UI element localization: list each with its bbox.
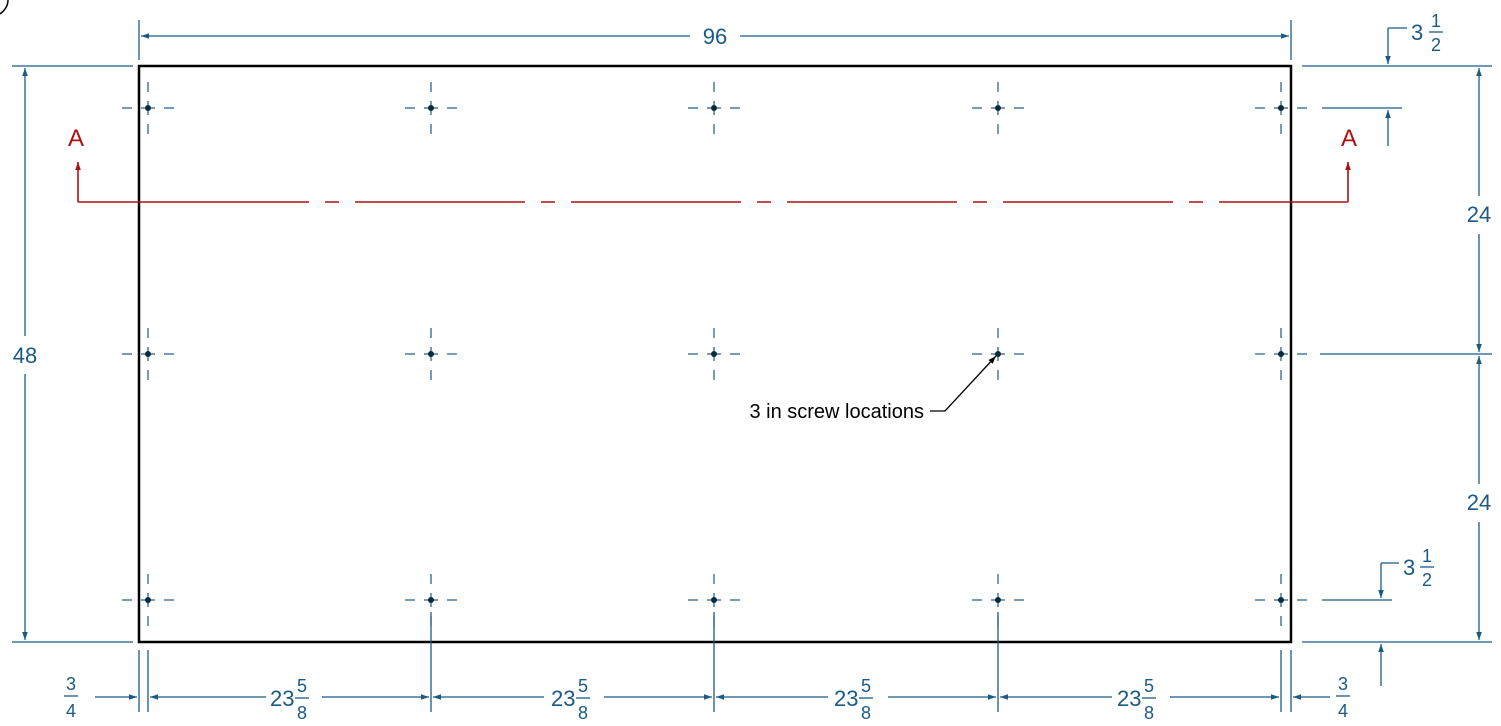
screw-location-mark	[1255, 328, 1307, 380]
screw-note: 3 in screw locations	[749, 401, 924, 423]
screw-hole	[1278, 351, 1284, 357]
vertical-spacing-lower-label: 24	[1467, 490, 1491, 515]
screw-location-mark	[1255, 574, 1307, 626]
screw-location-mark	[972, 328, 1024, 380]
left-offset-label: 3 4	[64, 674, 78, 721]
screw-location-mark	[972, 82, 1024, 134]
svg-text:8: 8	[297, 703, 307, 723]
section-line-a	[75, 162, 1351, 203]
screw-hole	[711, 597, 717, 603]
screw-location-mark	[688, 574, 740, 626]
screw-hole	[145, 351, 151, 357]
screw-location-mark	[122, 82, 174, 134]
screw-hole	[995, 105, 1001, 111]
corner-fragment	[0, 0, 9, 15]
svg-text:5: 5	[297, 676, 307, 696]
screw-location-mark	[122, 574, 174, 626]
svg-text:3: 3	[1411, 20, 1423, 45]
screw-hole	[428, 351, 434, 357]
svg-text:23: 23	[1117, 686, 1141, 711]
top-offset-label: 3 1 2	[1411, 11, 1443, 55]
bottom-offset-label: 3 1 2	[1403, 546, 1434, 590]
right-offset-label: 3 4	[1336, 674, 1350, 721]
screw-hole	[1278, 105, 1284, 111]
svg-text:3: 3	[1403, 555, 1415, 580]
section-label-left: A	[68, 125, 84, 152]
screw-location-mark	[122, 328, 174, 380]
svg-text:23: 23	[551, 686, 575, 711]
svg-text:4: 4	[66, 701, 76, 721]
svg-text:1: 1	[1422, 546, 1432, 566]
overall-width-label: 96	[703, 24, 727, 49]
svg-text:3: 3	[66, 674, 76, 694]
horizontal-spacing-label: 23 5 8	[270, 676, 309, 723]
horizontal-spacing-label: 23 5 8	[834, 676, 873, 723]
screw-location-mark	[405, 328, 457, 380]
screw-hole	[1278, 597, 1284, 603]
screw-location-mark	[688, 82, 740, 134]
horizontal-spacing-label: 23 5 8	[1117, 676, 1156, 723]
svg-text:4: 4	[1338, 701, 1348, 721]
screw-hole	[711, 351, 717, 357]
svg-text:8: 8	[861, 703, 871, 723]
svg-text:23: 23	[270, 686, 294, 711]
screw-hole	[428, 105, 434, 111]
screw-hole	[995, 351, 1001, 357]
panel-outline	[137, 64, 1293, 644]
screw-hole	[711, 105, 717, 111]
svg-text:23: 23	[834, 686, 858, 711]
svg-text:2: 2	[1422, 570, 1432, 590]
svg-text:1: 1	[1431, 11, 1441, 31]
svg-text:3: 3	[1338, 674, 1348, 694]
svg-text:5: 5	[1144, 676, 1154, 696]
horizontal-spacing-label: 23 5 8	[551, 676, 590, 723]
screw-hole	[428, 597, 434, 603]
screw-hole	[995, 597, 1001, 603]
screw-note-leader	[930, 355, 997, 412]
svg-text:8: 8	[1144, 703, 1154, 723]
screw-hole	[145, 597, 151, 603]
svg-text:8: 8	[578, 703, 588, 723]
section-label-right: A	[1341, 125, 1357, 152]
vertical-spacing-upper-label: 24	[1467, 202, 1491, 227]
screw-location-mark	[405, 82, 457, 134]
screw-location-mark	[688, 328, 740, 380]
screw-location-mark	[1255, 82, 1307, 134]
screw-grid	[122, 82, 1307, 626]
overall-height-label: 48	[13, 343, 37, 368]
svg-text:5: 5	[578, 676, 588, 696]
svg-text:5: 5	[861, 676, 871, 696]
svg-text:2: 2	[1431, 35, 1441, 55]
screw-hole	[145, 105, 151, 111]
